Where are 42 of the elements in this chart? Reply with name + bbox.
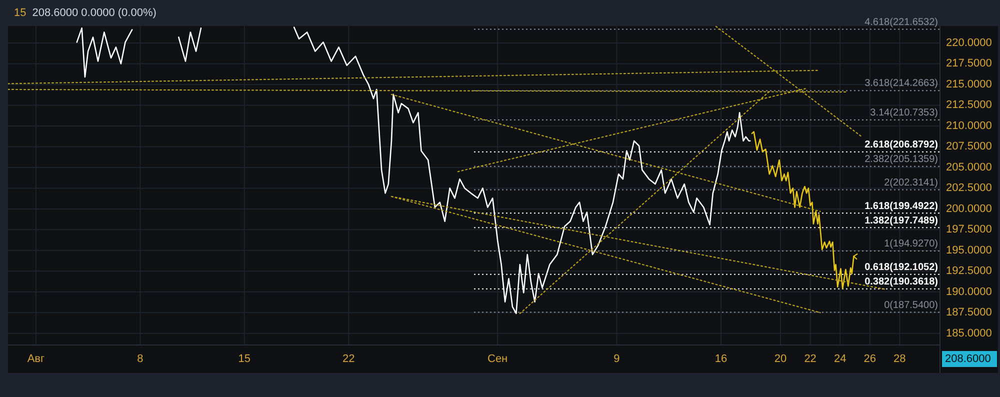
x-tick-label: Сен <box>488 352 508 365</box>
x-tick-label: 15 <box>238 352 251 365</box>
ref-line-label: 3.14(210.7353) <box>870 108 938 119</box>
y-tick-label: 205.0000 <box>946 161 992 174</box>
y-tick-label: 210.0000 <box>946 120 992 132</box>
y-tick-label: 207.5000 <box>946 140 992 153</box>
y-tick-label: 217.5000 <box>946 58 992 70</box>
x-tick-label: Авг <box>27 352 45 365</box>
ref-line-label: 4.618(221.6532) <box>864 16 938 28</box>
x-tick-label: 22 <box>342 352 355 365</box>
ref-line-label: 1.618(199.4922) <box>864 200 938 212</box>
y-tick-label: 187.5000 <box>946 306 992 319</box>
ref-line-label: 1.382(197.7489) <box>864 215 938 226</box>
y-tick-label: 220.0000 <box>946 36 992 49</box>
x-tick-label: 9 <box>614 352 620 365</box>
x-tick-label: 26 <box>864 352 876 365</box>
x-tick-label: 20 <box>774 352 787 365</box>
y-tick-label: 192.5000 <box>946 265 992 278</box>
chart-title: 15 <box>14 6 26 19</box>
x-tick-label: 22 <box>804 352 816 365</box>
x-tick-label: 28 <box>894 352 906 365</box>
ref-line-label: 2.618(206.8792) <box>864 140 938 151</box>
y-tick-label: 197.5000 <box>946 224 992 236</box>
chart-subtitle: 208.6000 0.0000 (0.00%) <box>32 6 156 19</box>
x-tick-label: 8 <box>137 352 144 365</box>
x-tick-label: 24 <box>834 352 846 365</box>
x-tick-label: 16 <box>714 352 728 365</box>
y-tick-label: 212.5000 <box>946 99 992 112</box>
y-tick-label: 195.0000 <box>946 244 992 256</box>
y-tick-label: 190.0000 <box>946 286 992 298</box>
ref-line-label: 1(194.9270) <box>884 238 938 250</box>
y-tick-label: 185.0000 <box>946 327 992 340</box>
ref-line-label: 0(187.5400) <box>884 300 938 311</box>
ref-line-label: 3.618(214.2663) <box>864 78 938 90</box>
y-tick-label: 200.0000 <box>946 202 992 215</box>
y-tick-label: 202.5000 <box>946 182 992 194</box>
y-tick-label: 215.0000 <box>946 78 992 90</box>
ref-line-label: 2(202.3141) <box>884 177 938 188</box>
ref-line-label: 2.382(205.1359) <box>864 154 938 165</box>
ref-line-label: 0.382(190.3618) <box>864 276 938 288</box>
ref-line-label: 0.618(192.1052) <box>864 262 938 274</box>
text: 208.6000 <box>945 352 991 365</box>
